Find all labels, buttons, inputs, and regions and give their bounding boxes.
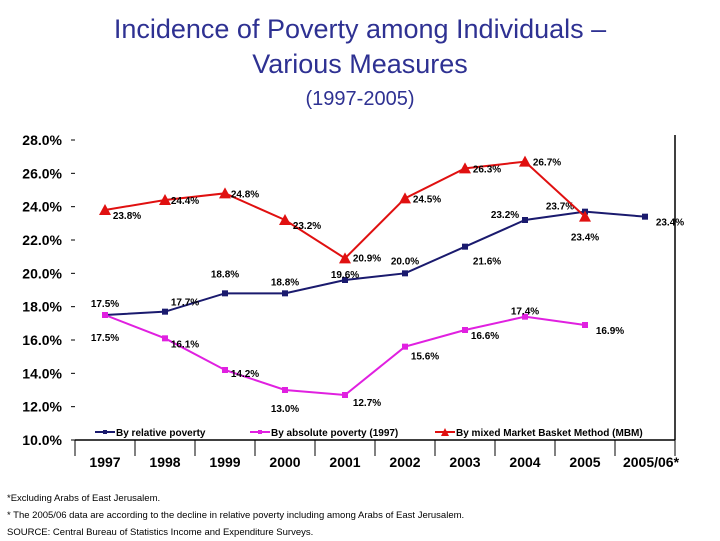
data-point bbox=[399, 192, 411, 204]
legend-marker bbox=[441, 428, 449, 436]
y-tick-label: 20.0% bbox=[22, 265, 62, 281]
data-point bbox=[102, 312, 108, 318]
y-tick-label: 10.0% bbox=[22, 432, 62, 448]
x-tick-label: 2004 bbox=[509, 454, 540, 470]
data-label: 17.4% bbox=[511, 307, 539, 318]
y-tick-label: 16.0% bbox=[22, 332, 62, 348]
data-label: 13.0% bbox=[271, 404, 299, 415]
y-tick-label: 14.0% bbox=[22, 365, 62, 381]
x-tick-label: 1998 bbox=[149, 454, 180, 470]
data-point bbox=[342, 392, 348, 398]
legend-label: By relative poverty bbox=[116, 428, 206, 439]
data-label: 12.7% bbox=[353, 398, 381, 409]
data-label: 16.6% bbox=[471, 331, 499, 342]
y-tick-label: 24.0% bbox=[22, 199, 62, 215]
footnote-1: *Excluding Arabs of East Jerusalem. bbox=[7, 493, 161, 504]
y-tick-label: 28.0% bbox=[22, 132, 62, 148]
data-label: 15.6% bbox=[411, 352, 439, 363]
legend-marker bbox=[258, 430, 262, 434]
y-tick-label: 26.0% bbox=[22, 165, 62, 181]
data-point bbox=[222, 367, 228, 373]
data-label: 26.3% bbox=[473, 164, 501, 175]
data-point bbox=[162, 335, 168, 342]
data-label: 19.6% bbox=[331, 270, 359, 281]
data-point bbox=[99, 204, 111, 215]
x-tick-label: 2000 bbox=[269, 454, 300, 470]
data-label: 24.5% bbox=[413, 194, 441, 205]
data-label: 18.8% bbox=[271, 277, 299, 288]
legend-marker bbox=[103, 430, 107, 434]
data-label: 20.0% bbox=[391, 256, 419, 267]
data-label: 21.6% bbox=[473, 257, 501, 268]
y-tick-label: 12.0% bbox=[22, 399, 62, 415]
data-point bbox=[402, 343, 408, 350]
data-point bbox=[519, 155, 531, 167]
data-point bbox=[582, 322, 588, 328]
legend-label: By mixed Market Basket Method (MBM) bbox=[456, 428, 643, 439]
footnotes: *Excluding Arabs of East Jerusalem. * Th… bbox=[7, 490, 464, 541]
data-label: 23.8% bbox=[113, 211, 141, 222]
data-point bbox=[282, 290, 288, 297]
data-point bbox=[462, 327, 468, 333]
data-label: 26.7% bbox=[533, 158, 561, 169]
data-point bbox=[642, 213, 648, 220]
data-label: 17.5% bbox=[91, 299, 119, 310]
data-point bbox=[162, 308, 168, 315]
series-line-0 bbox=[104, 210, 646, 316]
data-label: 23.7% bbox=[546, 202, 574, 213]
source-note: SOURCE: Central Bureau of Statistics Inc… bbox=[7, 527, 314, 538]
chart-title: Incidence of Poverty among Individuals –… bbox=[0, 12, 720, 82]
data-point bbox=[459, 162, 471, 174]
title-line-1: Incidence of Poverty among Individuals – bbox=[113, 14, 607, 44]
data-point bbox=[339, 252, 351, 264]
x-tick-label: 2005 bbox=[569, 454, 600, 470]
data-point bbox=[462, 243, 468, 250]
legend-label: By absolute poverty (1997) bbox=[271, 428, 398, 439]
data-label: 23.2% bbox=[293, 221, 321, 232]
data-label: 16.9% bbox=[596, 326, 624, 337]
data-point bbox=[282, 387, 288, 393]
x-tick-label: 1997 bbox=[89, 454, 120, 470]
data-label: 24.4% bbox=[171, 196, 199, 207]
data-point bbox=[342, 277, 348, 283]
data-label: 20.9% bbox=[353, 253, 381, 264]
x-tick-label: 2002 bbox=[389, 454, 420, 470]
data-label: 17.7% bbox=[171, 298, 199, 309]
data-point bbox=[522, 313, 528, 320]
data-point bbox=[222, 290, 228, 297]
chart-subtitle: (1997-2005) bbox=[305, 88, 415, 110]
series-line-1 bbox=[104, 314, 586, 397]
data-point bbox=[579, 210, 591, 222]
data-point bbox=[159, 194, 171, 205]
data-label: 18.8% bbox=[211, 269, 239, 280]
data-label: 23.4% bbox=[656, 218, 684, 229]
x-tick-label: 2003 bbox=[449, 454, 480, 470]
y-tick-label: 22.0% bbox=[22, 232, 62, 248]
footnote-2: * The 2005/06 data are according to the … bbox=[7, 510, 465, 521]
data-label: 17.5% bbox=[91, 333, 119, 344]
data-point bbox=[522, 217, 528, 223]
y-tick-label: 18.0% bbox=[22, 299, 62, 315]
title-line-2: Various Measures bbox=[252, 49, 468, 79]
data-label: 23.2% bbox=[491, 210, 519, 221]
data-point bbox=[279, 214, 291, 225]
data-label: 16.1% bbox=[171, 339, 199, 350]
data-label: 23.4% bbox=[571, 233, 599, 244]
data-label: 24.8% bbox=[231, 189, 259, 200]
x-tick-label: 1999 bbox=[209, 454, 240, 470]
x-tick-label: 2001 bbox=[329, 454, 360, 470]
x-tick-label: 2005/06* bbox=[623, 454, 680, 470]
data-label: 14.2% bbox=[231, 369, 259, 380]
data-point bbox=[219, 187, 231, 199]
data-point bbox=[402, 270, 408, 277]
